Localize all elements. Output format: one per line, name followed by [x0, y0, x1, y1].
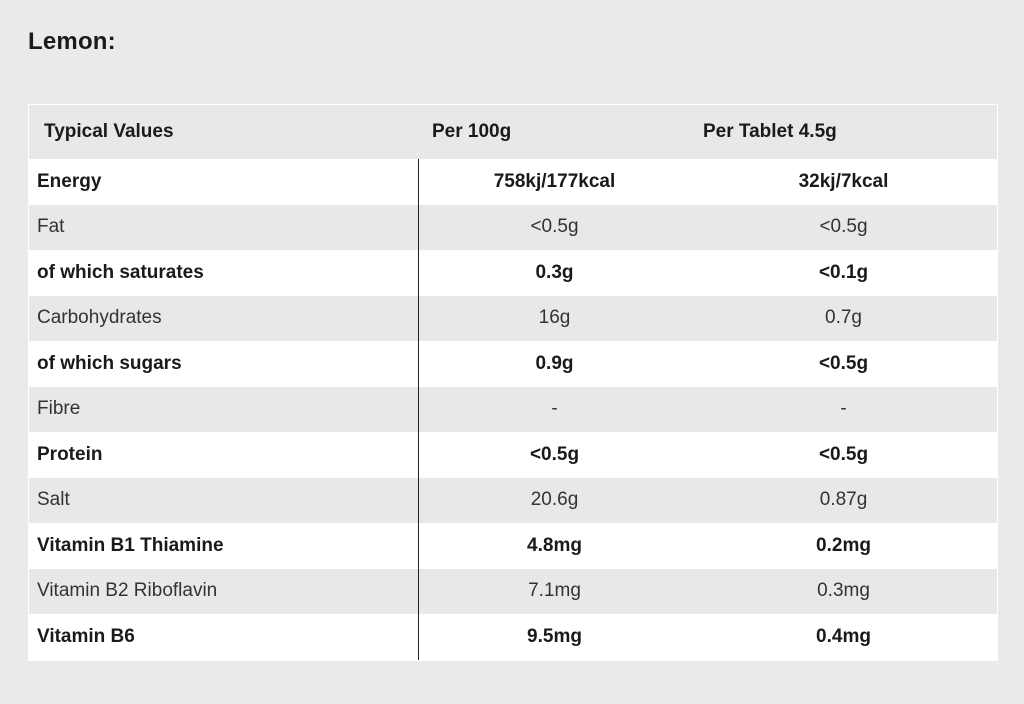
cell-per-100g: <0.5g — [530, 216, 579, 238]
cell-per-100g: 758kj/177kcal — [493, 170, 616, 192]
table-row: of which sugars 0.9g <0.5g — [29, 341, 997, 387]
cell-per-100g: - — [551, 398, 558, 420]
table-row: Fat <0.5g <0.5g — [29, 204, 997, 250]
row-label: Fibre — [29, 386, 419, 432]
table-row: Vitamin B2 Riboflavin 7.1mg 0.3mg — [29, 568, 997, 614]
table-header-row: Typical Values Per 100g Per Tablet 4.5g — [29, 105, 997, 159]
row-label: Vitamin B2 Riboflavin — [29, 568, 419, 614]
table-row: Fibre - - — [29, 386, 997, 432]
table-row: Salt 20.6g 0.87g — [29, 477, 997, 523]
table-row: Protein <0.5g <0.5g — [29, 432, 997, 478]
row-label: Fat — [29, 204, 419, 250]
header-per-tablet: Per Tablet 4.5g — [703, 121, 837, 142]
cell-per-tablet: 0.7g — [825, 307, 862, 329]
cell-per-100g: 9.5mg — [527, 625, 582, 647]
cell-per-tablet: 0.4mg — [816, 625, 871, 647]
cell-per-100g: 0.9g — [535, 352, 574, 374]
page-title: Lemon: — [28, 28, 116, 55]
row-label: of which saturates — [29, 250, 419, 296]
cell-per-100g: 0.3g — [535, 261, 574, 283]
table-row: Vitamin B6 9.5mg 0.4mg — [29, 614, 997, 660]
cell-per-tablet: <0.5g — [818, 352, 869, 374]
cell-per-tablet: 0.3mg — [817, 580, 870, 602]
table-row: Vitamin B1 Thiamine 4.8mg 0.2mg — [29, 523, 997, 569]
cell-per-tablet: 0.2mg — [816, 534, 871, 556]
cell-per-tablet: <0.1g — [818, 261, 869, 283]
cell-per-tablet: - — [840, 398, 847, 420]
table-row: Carbohydrates 16g 0.7g — [29, 295, 997, 341]
row-label: Protein — [29, 432, 419, 478]
cell-per-100g: 16g — [538, 307, 571, 329]
row-label: Energy — [29, 159, 419, 205]
cell-per-tablet: 32kj/7kcal — [798, 170, 889, 192]
table-row: Energy 758kj/177kcal 32kj/7kcal — [29, 159, 997, 205]
nutrition-table: Typical Values Per 100g Per Tablet 4.5g … — [28, 104, 998, 661]
table-row: of which saturates 0.3g <0.1g — [29, 250, 997, 296]
cell-per-tablet: <0.5g — [818, 443, 869, 465]
row-label: Vitamin B6 — [29, 614, 419, 660]
header-per-100g: Per 100g — [432, 121, 512, 142]
header-typical-values: Typical Values — [44, 121, 174, 142]
row-label: of which sugars — [29, 341, 419, 387]
row-label: Vitamin B1 Thiamine — [29, 523, 419, 569]
cell-per-100g: 7.1mg — [528, 580, 581, 602]
cell-per-100g: <0.5g — [529, 443, 580, 465]
cell-per-100g: 20.6g — [530, 489, 579, 511]
cell-per-tablet: <0.5g — [819, 216, 868, 238]
row-label: Salt — [29, 477, 419, 523]
row-label: Carbohydrates — [29, 295, 419, 341]
cell-per-tablet: 0.87g — [819, 489, 868, 511]
cell-per-100g: 4.8mg — [527, 534, 582, 556]
